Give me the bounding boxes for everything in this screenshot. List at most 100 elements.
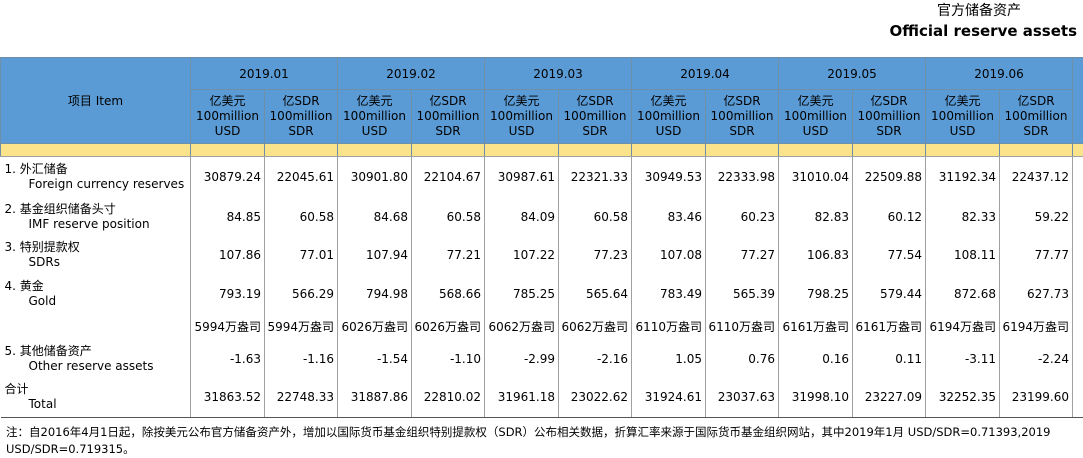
value-cell: -1.10 — [412, 340, 485, 378]
unit-text: 100million — [191, 109, 264, 124]
value-cell: 60.58 — [265, 198, 338, 236]
unit-text: USD — [485, 124, 558, 139]
value-cell: -2.24 — [1000, 340, 1073, 378]
value-cell: -1.54 — [338, 340, 412, 378]
unit-text: USD — [338, 124, 411, 139]
unit-text: 100million — [412, 109, 484, 124]
value-cell: 107.94 — [338, 236, 412, 275]
value-cell: 5994万盎司 — [265, 314, 338, 340]
strip-cell — [926, 144, 1000, 157]
strip-cell — [338, 144, 412, 157]
strip-cell — [265, 144, 338, 157]
unit-text: 100million — [559, 109, 631, 124]
value-cell: 6194万盎司 — [1000, 314, 1073, 340]
value-cell: -1.16 — [265, 340, 338, 378]
strip-cell — [1, 144, 191, 157]
value-cell: 83.46 — [632, 198, 706, 236]
unit-text: 亿SDR — [265, 94, 337, 109]
strip-cell — [632, 144, 706, 157]
value-cell: 60.58 — [412, 198, 485, 236]
value-cell: 785.25 — [485, 275, 559, 314]
strip-cell — [559, 144, 632, 157]
value-cell: -2.16 — [559, 340, 632, 378]
label-cn: 4. 黄金 — [5, 279, 191, 294]
title-cn: 官方储备资产 — [890, 2, 1078, 20]
value-cell: 31998.10 — [779, 378, 853, 418]
value-cell: 566.29 — [265, 275, 338, 314]
stub — [1073, 378, 1083, 418]
unit-text: USD — [779, 124, 852, 139]
value-cell: 60.12 — [853, 198, 926, 236]
value-cell: 6026万盎司 — [338, 314, 412, 340]
value-cell: 107.08 — [632, 236, 706, 275]
unit-text: 100million — [1000, 109, 1072, 124]
note: 注：自2016年4月1日起，除按美元公布官方储备资产外，增加以国际货币基金组织特… — [6, 424, 1050, 458]
period-header: 2019.04 — [632, 58, 779, 90]
unit-text: SDR — [412, 124, 484, 139]
value-cell: 22333.98 — [706, 157, 779, 198]
unit-text: 亿SDR — [412, 94, 484, 109]
value-cell: 23037.63 — [706, 378, 779, 418]
value-cell: 22321.33 — [559, 157, 632, 198]
item-header: 项目 Item — [1, 58, 191, 144]
value-cell: 6062万盎司 — [485, 314, 559, 340]
unit-text: SDR — [853, 124, 925, 139]
unit-text: SDR — [265, 124, 337, 139]
value-cell: 23227.09 — [853, 378, 926, 418]
value-cell: 872.68 — [926, 275, 1000, 314]
value-cell: 84.68 — [338, 198, 412, 236]
strip-cell — [1000, 144, 1073, 157]
period-header: 2019.02 — [338, 58, 485, 90]
value-cell: -3.11 — [926, 340, 1000, 378]
value-cell: 106.83 — [779, 236, 853, 275]
period-header: 2019.05 — [779, 58, 926, 90]
label-cn: 5. 其他储备资产 — [5, 344, 191, 359]
note-line: USD/SDR=0.719315。 — [6, 441, 1050, 458]
unit-text: 亿美元 — [632, 94, 705, 109]
value-cell: 82.83 — [779, 198, 853, 236]
unit-text: 100million — [632, 109, 705, 124]
strip-cell — [779, 144, 853, 157]
value-cell: 32252.35 — [926, 378, 1000, 418]
value-cell: 6161万盎司 — [779, 314, 853, 340]
value-cell: 77.01 — [265, 236, 338, 275]
unit-text: 100million — [265, 109, 337, 124]
value-cell: 107.22 — [485, 236, 559, 275]
value-cell: 22045.61 — [265, 157, 338, 198]
unit-text: 亿美元 — [485, 94, 558, 109]
stub — [1073, 314, 1083, 340]
strip-cell — [191, 144, 265, 157]
unit-text: 100million — [338, 109, 411, 124]
row-label — [1, 314, 191, 340]
unit-text: SDR — [1000, 124, 1072, 139]
label-cn: 合计 — [5, 382, 191, 397]
stub — [1073, 198, 1083, 236]
unit-text: 100million — [706, 109, 778, 124]
label-en: Total — [5, 397, 191, 412]
strip-cell — [853, 144, 926, 157]
value-cell: 0.16 — [779, 340, 853, 378]
value-cell: 783.49 — [632, 275, 706, 314]
period-header: 2019.06 — [926, 58, 1073, 90]
value-cell: 6194万盎司 — [926, 314, 1000, 340]
strip — [1, 144, 1083, 157]
unit-text: 100million — [485, 109, 558, 124]
